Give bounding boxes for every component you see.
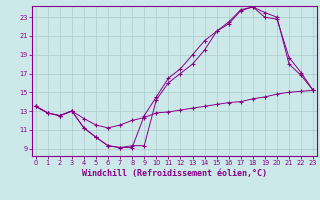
X-axis label: Windchill (Refroidissement éolien,°C): Windchill (Refroidissement éolien,°C)	[82, 169, 267, 178]
